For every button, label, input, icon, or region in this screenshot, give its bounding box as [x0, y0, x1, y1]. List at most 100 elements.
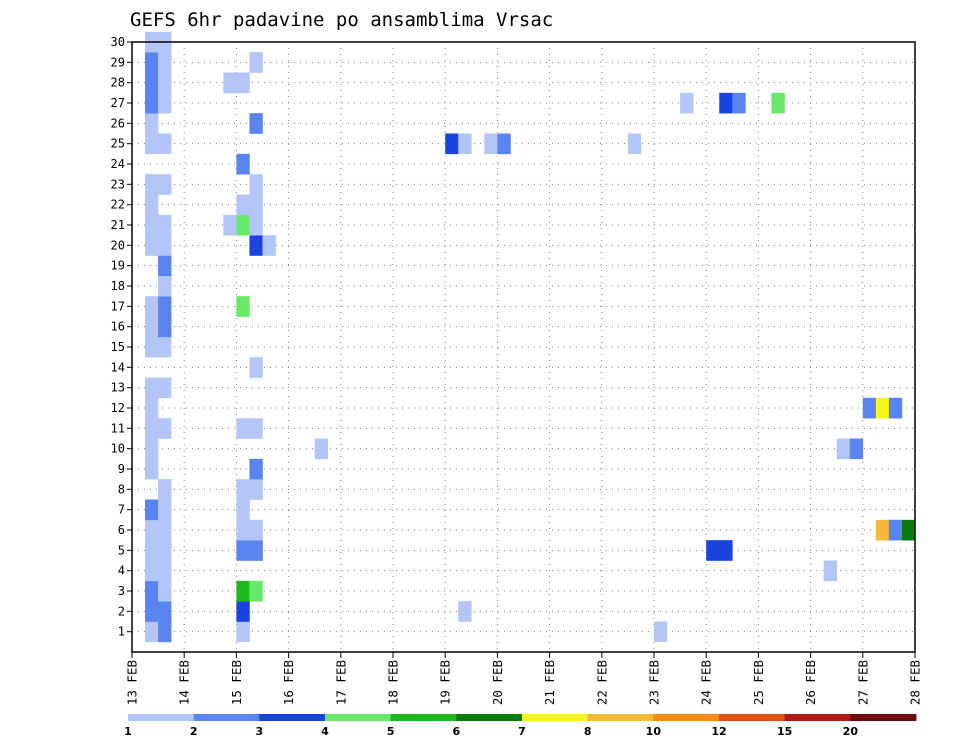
y-tick-label: 29 — [111, 55, 125, 69]
data-cell — [680, 92, 694, 114]
data-cell — [888, 397, 903, 419]
y-tick-label: 1 — [118, 625, 125, 639]
x-tick-label: 28 FEB — [908, 660, 923, 705]
y-tick-label: 4 — [118, 564, 125, 578]
y-tick-label: 3 — [118, 584, 125, 598]
data-cell — [875, 397, 890, 419]
data-cell — [236, 214, 250, 236]
data-cell — [158, 479, 172, 500]
y-tick-label: 26 — [111, 116, 125, 130]
data-cell — [158, 133, 172, 155]
data-cell — [158, 540, 172, 561]
data-cell — [236, 499, 250, 521]
data-cell — [236, 194, 250, 216]
y-tick-label: 27 — [111, 96, 125, 110]
data-cell — [145, 601, 159, 622]
data-cell — [145, 438, 159, 460]
data-cell — [145, 580, 159, 602]
legend-label: 4 — [321, 725, 329, 738]
x-axis: 13 FEB 14 FEB 15 FEB 16 FEB 17 FEB 18 FEB 19 F… — [125, 652, 923, 705]
y-tick-label: 12 — [111, 401, 125, 415]
data-cell — [249, 580, 263, 602]
legend-swatch — [784, 714, 851, 721]
data-cell — [654, 621, 668, 643]
data-cell — [145, 458, 159, 480]
data-cell — [158, 377, 172, 399]
y-axis: 1234567891011121314151617181920212223242… — [111, 35, 132, 639]
x-tick-label: 24 FEB — [699, 660, 714, 705]
y-tick-label: 24 — [111, 157, 125, 171]
x-tick-label: 22 FEB — [594, 660, 609, 705]
legend: 1 2 3 4 5 6 7 8 10 12 15 20 — [124, 714, 917, 738]
data-cell — [145, 92, 159, 114]
data-cell — [158, 214, 172, 236]
y-tick-label: 28 — [111, 76, 125, 90]
data-cell — [158, 336, 172, 358]
data-cell — [158, 519, 172, 541]
legend-label: 2 — [190, 725, 198, 738]
x-tick-label: 16 FEB — [281, 660, 296, 705]
data-cell — [145, 194, 159, 216]
data-cell — [719, 92, 733, 114]
data-cell — [145, 214, 159, 236]
data-cell — [823, 560, 837, 582]
data-cell — [862, 397, 877, 419]
x-tick-label: 19 FEB — [438, 660, 453, 705]
data-cell — [458, 133, 472, 155]
y-tick-label: 19 — [111, 259, 125, 273]
y-tick-label: 2 — [118, 604, 125, 618]
data-cell — [719, 540, 733, 561]
data-cell — [145, 296, 159, 317]
data-cell — [249, 235, 263, 256]
x-tick-label: 21 FEB — [542, 660, 557, 705]
legend-label: 7 — [518, 725, 526, 738]
data-cell — [145, 52, 159, 73]
data-cell — [145, 174, 159, 195]
data-cell — [484, 133, 498, 155]
y-tick-label: 25 — [111, 137, 125, 151]
data-cell — [145, 519, 159, 541]
data-cell — [445, 133, 459, 155]
data-cell — [458, 601, 472, 622]
data-cell — [236, 296, 250, 317]
legend-swatch — [259, 714, 326, 721]
data-cell — [236, 418, 250, 439]
y-tick-label: 11 — [111, 421, 125, 435]
data-cell — [497, 133, 511, 155]
y-tick-label: 18 — [111, 279, 125, 293]
data-cell — [262, 235, 276, 256]
y-tick-label: 16 — [111, 320, 125, 334]
y-tick-label: 10 — [111, 442, 125, 456]
legend-swatch — [653, 714, 720, 721]
y-tick-label: 15 — [111, 340, 125, 354]
data-cell — [145, 113, 159, 134]
y-tick-label: 9 — [118, 462, 125, 476]
x-tick-label: 27 FEB — [855, 660, 870, 705]
data-cell — [249, 214, 263, 236]
data-cell — [901, 519, 916, 541]
data-cell — [145, 235, 159, 256]
data-cell — [145, 72, 159, 94]
data-cell — [158, 255, 172, 277]
legend-label: 10 — [646, 725, 662, 738]
legend-swatch — [390, 714, 457, 721]
data-cell — [145, 133, 159, 155]
y-tick-label: 23 — [111, 177, 125, 191]
legend-label: 12 — [711, 725, 726, 738]
x-tick-label: 18 FEB — [386, 660, 401, 705]
data-cell — [888, 519, 903, 541]
data-cell — [158, 418, 172, 439]
legend-swatch — [193, 714, 260, 721]
data-cell — [236, 153, 250, 175]
data-cell — [145, 316, 159, 338]
data-cell — [145, 560, 159, 582]
legend-swatch — [456, 714, 523, 721]
y-tick-label: 7 — [118, 503, 125, 517]
data-cell — [158, 560, 172, 582]
data-cell — [158, 275, 172, 297]
data-cell — [249, 479, 263, 500]
legend-label: 20 — [843, 725, 859, 738]
data-cell — [236, 540, 250, 561]
data-cell — [145, 397, 159, 419]
